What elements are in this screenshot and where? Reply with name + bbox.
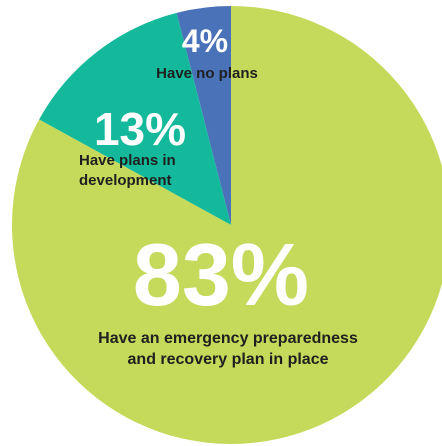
slice-label-83: 83% bbox=[133, 225, 309, 324]
slice-desc-83-line2: and recovery plan in place bbox=[128, 351, 329, 368]
slice-4-labels: 4% Have no plans bbox=[156, 23, 258, 82]
slice-label-13: 13% bbox=[94, 103, 186, 155]
pie-slice-83 bbox=[12, 6, 442, 444]
pie-slices bbox=[12, 6, 442, 444]
slice-83-labels: 83% Have an emergency preparedness and r… bbox=[98, 225, 358, 368]
slice-13-labels: 13% Have plans in development bbox=[79, 103, 186, 189]
slice-desc-13-line1: Have plans in bbox=[79, 152, 176, 169]
pie-slice-13 bbox=[39, 12, 231, 226]
slice-desc-13-line2: development bbox=[79, 172, 172, 189]
slice-label-4: 4% bbox=[182, 23, 228, 59]
pie-slice-4 bbox=[176, 6, 231, 225]
slice-desc-4: Have no plans bbox=[156, 65, 258, 82]
slice-desc-83-line1: Have an emergency preparedness bbox=[98, 330, 358, 347]
